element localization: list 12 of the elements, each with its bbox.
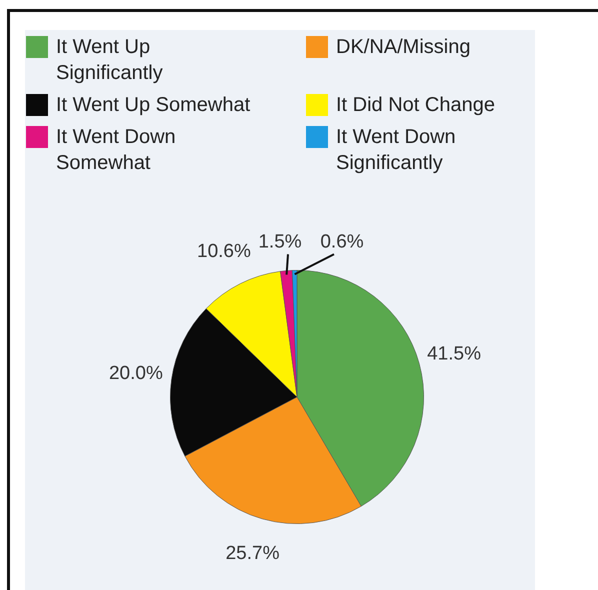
data-label: 25.7% (226, 542, 280, 564)
legend-label: It Went Down Somewhat (56, 125, 177, 176)
data-label: 41.5% (427, 343, 482, 364)
data-label: 0.6% (320, 231, 364, 252)
data-label: 10.6% (197, 240, 251, 262)
legend-label: DK/NA/Missing (336, 35, 470, 60)
legend-label: It Went Up Somewhat (56, 93, 250, 118)
legend-label: It Went Up Significantly (56, 35, 164, 86)
data-label: 20.0% (108, 363, 163, 384)
legend-label: It Did Not Change (336, 93, 495, 118)
legend-label: It Went Down Significantly (336, 125, 457, 176)
data-label: 1.5% (258, 231, 302, 252)
